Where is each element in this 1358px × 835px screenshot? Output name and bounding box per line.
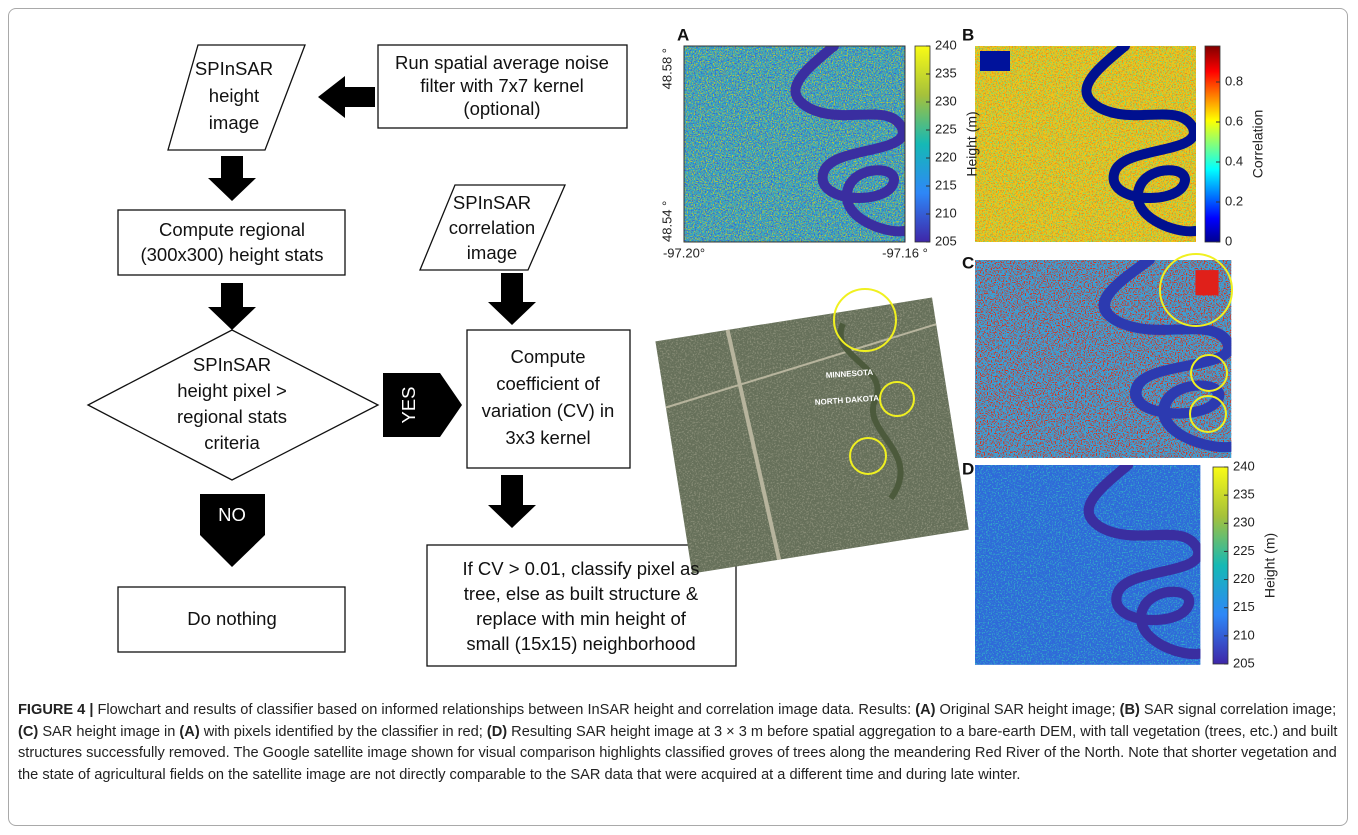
arrow [488, 273, 536, 325]
node-text: correlation [449, 217, 535, 238]
colorbar-tick-label: 225 [935, 121, 957, 136]
colorbar-tick-label: 0 [1225, 233, 1232, 248]
panel-label: C [962, 253, 974, 272]
panel-label: D [962, 459, 974, 478]
caption-bold: FIGURE 4 | [18, 702, 93, 718]
page: { "flowchart": { "height_image": ["SPInS… [0, 0, 1358, 835]
node-text: replace with min height of [476, 608, 687, 629]
y-tick-label: 48.58 ° [659, 48, 674, 89]
node-text: small (15x15) neighborhood [466, 633, 695, 654]
node-text: variation (CV) in [482, 400, 615, 421]
satellite-image [655, 298, 968, 574]
node-text: image [209, 112, 259, 133]
y-tick-label: 48.54 ° [659, 201, 674, 242]
panel-d-image [975, 465, 1200, 665]
yes-label: YES [398, 386, 419, 423]
caption-bold: (A) [915, 702, 935, 718]
figure: SPInSAR height image Run spatial average no… [0, 0, 1358, 690]
arrow [208, 156, 256, 201]
caption-bold: (D) [487, 724, 507, 740]
node-text: image [467, 242, 517, 263]
node-text: Compute regional [159, 219, 305, 240]
caption-text: Original SAR height image; [935, 702, 1119, 718]
node-text: coefficient of [496, 373, 600, 394]
node-text: (300x300) height stats [140, 244, 323, 265]
caption-text: SAR signal correlation image; [1140, 702, 1336, 718]
panel-label: B [962, 25, 974, 44]
node-text: tree, else as built structure & [464, 583, 699, 604]
colorbar-tick-label: 210 [1233, 627, 1255, 642]
colorbar-tick-label: 230 [935, 93, 957, 108]
colorbar-tick-label: 240 [1233, 458, 1255, 473]
colorbar-tick-label: 0.4 [1225, 153, 1243, 168]
colorbar-tick-label: 205 [935, 233, 957, 248]
colorbar [915, 46, 930, 242]
node-text: Do nothing [187, 608, 276, 629]
panel-a-image [684, 46, 905, 242]
colorbar-label: Height (m) [964, 111, 980, 176]
caption-text: Flowchart and results of classifier base… [93, 702, 915, 718]
colorbar [1205, 46, 1220, 242]
node-text: height [209, 85, 259, 106]
colorbar-tick-label: 225 [1233, 543, 1255, 558]
panel-c-image [975, 260, 1231, 458]
colorbar-tick-label: 235 [935, 65, 957, 80]
colorbar-tick-label: 240 [935, 37, 957, 52]
caption-text: with pixels identified by the classifier… [200, 724, 487, 740]
node-text: Run spatial average noise [395, 52, 609, 73]
colorbar-tick-label: 0.6 [1225, 113, 1243, 128]
caption-bold: (C) [18, 724, 38, 740]
node-text: 3x3 kernel [505, 427, 590, 448]
caption: FIGURE 4 | Flowchart and results of clas… [18, 700, 1340, 787]
colorbar-tick-label: 0.2 [1225, 193, 1243, 208]
node-text: SPInSAR [193, 354, 271, 375]
caption-text: SAR height image in [38, 724, 179, 740]
no-label: NO [218, 504, 246, 525]
node-text: If CV > 0.01, classify pixel as [462, 558, 699, 579]
colorbar-label: Height (m) [1262, 533, 1278, 598]
node-text: regional stats [177, 406, 287, 427]
arrow [488, 475, 536, 528]
node-text: criteria [204, 432, 260, 453]
yes-arrow [383, 373, 462, 437]
colorbar-tick-label: 215 [1233, 599, 1255, 614]
colorbar-tick-label: 220 [1233, 571, 1255, 586]
colorbar-tick-label: 0.8 [1225, 73, 1243, 88]
panel-label: A [677, 25, 689, 44]
colorbar-tick-label: 205 [1233, 655, 1255, 670]
colorbar-tick-label: 235 [1233, 487, 1255, 502]
node-text: Compute [510, 346, 585, 367]
node-text: height pixel > [177, 380, 287, 401]
colorbar-label: Correlation [1250, 110, 1266, 178]
colorbar-tick-label: 215 [935, 177, 957, 192]
arrow [318, 76, 375, 118]
caption-bold: (B) [1120, 702, 1140, 718]
colorbar-tick-label: 230 [1233, 515, 1255, 530]
panel-b-image [975, 46, 1196, 242]
arrow [208, 283, 256, 330]
node-text: SPInSAR [453, 192, 531, 213]
x-tick-label: -97.20° [663, 245, 705, 260]
caption-bold: (A) [179, 724, 199, 740]
colorbar [1213, 467, 1228, 664]
node-text: SPInSAR [195, 58, 273, 79]
colorbar-tick-label: 210 [935, 205, 957, 220]
colorbar-tick-label: 220 [935, 149, 957, 164]
x-tick-label: -97.16 ° [882, 245, 928, 260]
node-text: (optional) [463, 98, 540, 119]
node-text: filter with 7x7 kernel [420, 75, 583, 96]
